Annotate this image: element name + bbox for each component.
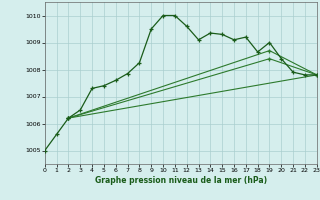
X-axis label: Graphe pression niveau de la mer (hPa): Graphe pression niveau de la mer (hPa) <box>95 176 267 185</box>
